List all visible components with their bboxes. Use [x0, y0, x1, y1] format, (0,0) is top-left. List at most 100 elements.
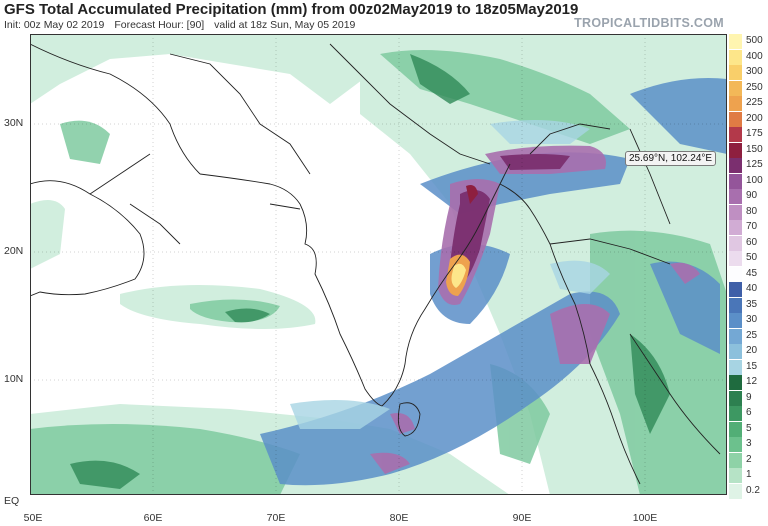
- colorbar-level: 5: [729, 421, 768, 437]
- colorbar-swatch: [729, 127, 742, 142]
- colorbar-level: 6: [729, 406, 768, 421]
- run-info: Init: 00z May 02 2019 Forecast Hour: [90…: [4, 19, 362, 31]
- colorbar-label: 500: [746, 35, 763, 46]
- precip-blue-band: [260, 78, 727, 486]
- init-time: Init: 00z May 02 2019: [4, 19, 105, 31]
- colorbar-level: 20: [729, 344, 768, 359]
- lon-label-100e: 100E: [632, 512, 658, 524]
- precipitation-map[interactable]: [30, 34, 727, 495]
- colorbar-label: 1: [746, 469, 752, 480]
- colorbar-label: 9: [746, 391, 752, 403]
- colorbar-swatch: [729, 375, 742, 390]
- colorbar-label: 400: [746, 50, 763, 62]
- colorbar-swatch: [729, 220, 742, 235]
- colorbar-swatch: [729, 80, 742, 96]
- precip-extreme-core: [446, 185, 478, 296]
- colorbar-level: 60: [729, 235, 768, 251]
- colorbar-level: 12: [729, 375, 768, 390]
- colorbar-swatch: [729, 34, 742, 49]
- colorbar-swatch: [729, 297, 742, 313]
- colorbar-swatch: [729, 235, 742, 251]
- map-header: GFS Total Accumulated Precipitation (mm)…: [0, 0, 768, 34]
- colorbar-swatch: [729, 111, 742, 127]
- lon-label-50e: 50E: [23, 512, 43, 524]
- coastlines-borders: [30, 43, 721, 485]
- colorbar-swatch: [729, 483, 742, 499]
- colorbar-level: 25: [729, 328, 768, 344]
- colorbar-level: 2: [729, 452, 768, 468]
- colorbar-swatch: [729, 452, 742, 468]
- colorbar-label: 60: [746, 236, 758, 248]
- colorbar-level: 0.2: [729, 483, 768, 499]
- colorbar-label: 3: [746, 438, 752, 449]
- precip-paleblue-field: [290, 120, 610, 429]
- lat-label-eq: EQ: [4, 495, 20, 507]
- lon-label-90e: 90E: [512, 512, 532, 524]
- colorbar-swatch: [729, 313, 742, 328]
- colorbar-level: 30: [729, 313, 768, 328]
- colorbar-level: 90: [729, 189, 768, 204]
- colorbar-level: 15: [729, 359, 768, 375]
- colorbar-level: 125: [729, 158, 768, 173]
- map-title: GFS Total Accumulated Precipitation (mm)…: [4, 1, 579, 18]
- colorbar-label: 200: [746, 112, 763, 124]
- colorbar-swatch: [729, 359, 742, 375]
- valid-time: valid at 18z Sun, May 05 2019: [214, 19, 356, 31]
- colorbar-level: 80: [729, 204, 768, 220]
- graticule: [30, 34, 727, 495]
- colorbar-swatch: [729, 204, 742, 220]
- colorbar-swatch: [729, 437, 742, 452]
- colorbar-level: 45: [729, 266, 768, 282]
- colorbar-label: 175: [746, 128, 763, 139]
- colorbar-label: 45: [746, 267, 758, 279]
- colorbar-swatch: [729, 65, 742, 80]
- lon-label-60e: 60E: [143, 512, 163, 524]
- forecast-hour: Forecast Hour: [90]: [114, 19, 205, 31]
- colorbar-level: 1: [729, 468, 768, 483]
- colorbar-level: 150: [729, 142, 768, 158]
- colorbar-label: 5: [746, 422, 752, 434]
- site-watermark: TROPICALTIDBITS.COM: [574, 16, 724, 30]
- colorbar-swatch: [729, 282, 742, 297]
- colorbar-label: 2: [746, 453, 752, 465]
- lat-label-30n: 30N: [4, 117, 24, 129]
- colorbar-label: 150: [746, 143, 763, 155]
- colorbar-level: 40: [729, 282, 768, 297]
- colorbar-label: 25: [746, 329, 758, 341]
- colorbar-label: 20: [746, 345, 758, 356]
- colorbar-swatch: [729, 406, 742, 421]
- colorbar-level: 35: [729, 297, 768, 313]
- colorbar-level: 400: [729, 49, 768, 65]
- colorbar-label: 15: [746, 360, 758, 372]
- colorbar-level: 300: [729, 65, 768, 80]
- precipitation-colorbar: 500 400 300 250 225 200 175 150 125 100 90 80 70 60 50…: [729, 34, 768, 500]
- colorbar-label: 30: [746, 314, 758, 325]
- colorbar-level: 200: [729, 111, 768, 127]
- colorbar-label: 0.2: [746, 484, 760, 496]
- colorbar-label: 50: [746, 252, 758, 263]
- colorbar-label: 100: [746, 174, 763, 186]
- colorbar-swatch: [729, 421, 742, 437]
- colorbar-level: 50: [729, 251, 768, 266]
- colorbar-swatch: [729, 390, 742, 406]
- colorbar-level: 70: [729, 220, 768, 235]
- colorbar-level: 175: [729, 127, 768, 142]
- precip-darkgreen-field: [70, 54, 670, 489]
- colorbar-swatch: [729, 468, 742, 483]
- colorbar-swatch: [729, 49, 742, 65]
- colorbar-swatch: [729, 142, 742, 158]
- colorbar-level: 250: [729, 80, 768, 96]
- lat-label-20n: 20N: [4, 245, 24, 257]
- colorbar-label: 35: [746, 298, 758, 310]
- colorbar-label: 70: [746, 221, 758, 232]
- colorbar-level: 9: [729, 390, 768, 406]
- colorbar-swatch: [729, 96, 742, 111]
- colorbar-swatch: [729, 173, 742, 189]
- colorbar-swatch: [729, 266, 742, 282]
- colorbar-label: 300: [746, 66, 763, 77]
- colorbar-swatch: [729, 189, 742, 204]
- lon-label-70e: 70E: [266, 512, 286, 524]
- lon-label-80e: 80E: [389, 512, 409, 524]
- colorbar-swatch: [729, 328, 742, 344]
- colorbar-swatch: [729, 251, 742, 266]
